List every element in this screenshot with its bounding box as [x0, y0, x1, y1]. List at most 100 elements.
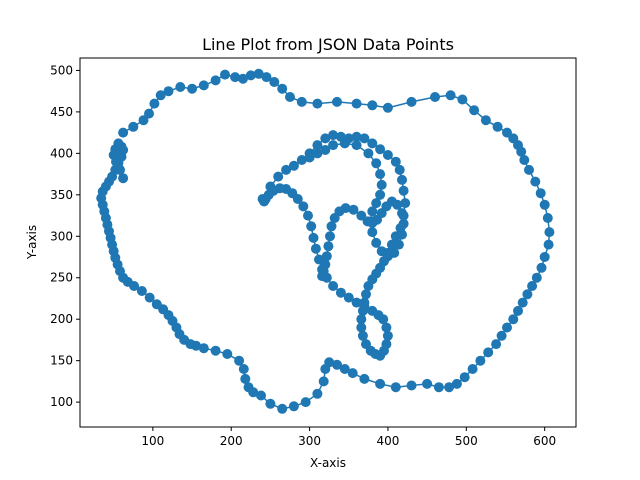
data-point: [332, 96, 342, 107]
data-point: [362, 216, 373, 227]
data-point: [381, 322, 392, 333]
data-point: [363, 148, 374, 159]
data-point: [367, 305, 378, 316]
y-tick-label: 100: [50, 395, 73, 409]
data-point: [256, 390, 266, 401]
data-point: [222, 349, 233, 359]
data-point: [118, 127, 129, 138]
y-axis-ticks: 100 150 200 250 300 350 400 450 500: [50, 63, 80, 409]
data-point: [259, 196, 270, 207]
data-point: [111, 156, 121, 167]
data-point: [475, 355, 486, 366]
y-tick-label: 400: [50, 146, 73, 160]
y-tick-label: 250: [50, 271, 73, 285]
data-point: [382, 102, 393, 113]
data-point: [508, 314, 519, 325]
data-point: [522, 289, 533, 300]
data-point: [288, 401, 299, 412]
data-point: [115, 164, 125, 175]
data-point: [155, 90, 166, 101]
data-point: [265, 398, 276, 409]
data-point: [310, 243, 321, 254]
data-point: [539, 252, 550, 262]
data-point: [347, 368, 358, 379]
data-point: [187, 83, 198, 94]
data-point: [356, 314, 367, 325]
data-point: [542, 213, 553, 223]
data-point: [469, 105, 480, 116]
data-point: [539, 199, 550, 210]
data-point: [320, 364, 331, 374]
data-point: [406, 380, 417, 391]
data-point: [281, 164, 292, 175]
data-point: [516, 146, 527, 157]
data-point: [312, 140, 323, 151]
data-point: [356, 210, 367, 221]
x-tick-label: 100: [141, 434, 164, 448]
data-point: [328, 281, 339, 291]
data-point: [128, 121, 139, 132]
data-point: [144, 108, 154, 119]
data-point: [390, 156, 401, 167]
data-point: [308, 232, 319, 243]
data-point: [312, 148, 323, 159]
data-point: [381, 339, 392, 350]
data-point: [356, 322, 367, 333]
data-point: [238, 364, 249, 374]
data-point: [329, 213, 340, 223]
data-point: [496, 330, 507, 341]
data-point: [398, 185, 409, 196]
data-point: [151, 299, 162, 310]
data-point: [363, 281, 374, 291]
data-point: [451, 378, 462, 389]
data-point: [328, 140, 339, 151]
y-tick-label: 300: [50, 229, 73, 243]
data-point: [359, 133, 370, 144]
data-point: [397, 229, 407, 240]
data-point: [375, 378, 386, 389]
data-point: [320, 145, 331, 155]
data-point: [398, 218, 409, 229]
data-point: [359, 301, 370, 312]
data-point: [198, 343, 209, 354]
data-point: [296, 96, 307, 107]
data-point: [273, 171, 284, 182]
data-point: [261, 72, 272, 83]
y-tick-label: 200: [50, 312, 73, 326]
data-point: [210, 345, 221, 356]
x-tick-label: 300: [298, 434, 321, 448]
data-point: [335, 287, 346, 298]
data-point: [397, 174, 407, 185]
data-point: [531, 272, 542, 283]
data-point: [530, 176, 541, 187]
data-point: [351, 140, 362, 151]
data-point: [304, 152, 315, 163]
data-point: [230, 72, 241, 83]
data-point: [406, 96, 417, 107]
y-tick-label: 450: [50, 105, 73, 119]
data-point: [371, 158, 382, 169]
data-point: [339, 138, 350, 149]
data-point: [457, 94, 468, 105]
data-point: [312, 98, 323, 109]
data-point: [400, 198, 411, 209]
data-point: [371, 237, 382, 248]
data-point: [422, 378, 433, 389]
data-point: [351, 131, 362, 142]
data-point: [312, 388, 323, 399]
data-point: [382, 330, 393, 341]
data-point: [367, 227, 378, 238]
data-point: [320, 133, 331, 144]
data-point: [367, 100, 378, 111]
chart-title: Line Plot from JSON Data Points: [202, 35, 454, 54]
data-point: [298, 201, 309, 212]
x-tick-label: 600: [533, 434, 556, 448]
data-point: [480, 115, 491, 126]
data-point: [234, 355, 245, 366]
data-point: [386, 239, 397, 250]
data-point: [394, 164, 405, 175]
data-point: [359, 373, 370, 384]
data-point: [536, 262, 547, 273]
data-point: [277, 83, 288, 94]
